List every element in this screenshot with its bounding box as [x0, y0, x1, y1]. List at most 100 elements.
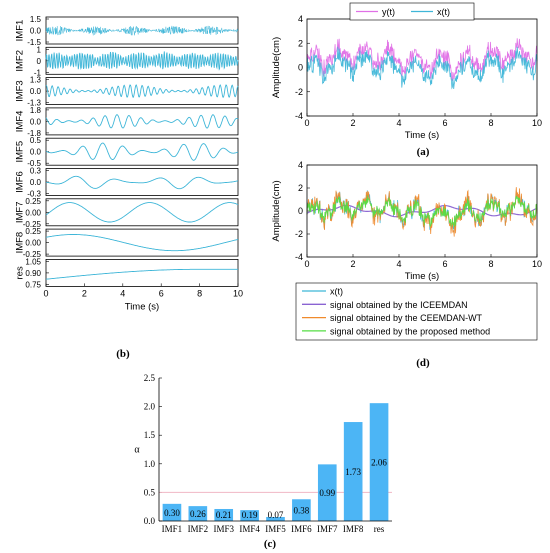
imf-y-tick-label: 0.0 — [30, 27, 42, 36]
imf-signal-line — [45, 51, 239, 71]
alpha-bar — [343, 422, 363, 521]
panel-c-label: (c) — [264, 538, 277, 550]
alpha-value-label: 0.26 — [190, 509, 206, 519]
imf-y-tick-label: 0.3 — [30, 167, 42, 176]
imf-y-tick-label: 0 — [37, 57, 42, 66]
alpha-bar — [292, 499, 311, 521]
x-tick-label: 4 — [396, 118, 401, 128]
imf-name-label: IMF8 — [15, 232, 26, 254]
imf-signal-line — [46, 268, 238, 280]
x-tick-label: 10 — [532, 259, 542, 269]
bar-y-tick-label: 2.5 — [144, 373, 156, 383]
x-tick-label: 0 — [304, 118, 309, 128]
imf-x-tick-label: 6 — [159, 288, 164, 298]
series-line — [306, 195, 538, 228]
x-tick-label: 6 — [442, 118, 447, 128]
alpha-bar — [369, 403, 389, 521]
imf-signal-line — [45, 202, 239, 223]
y-tick-label: -4 — [295, 111, 303, 121]
imf-x-axis-label: Time (s) — [125, 301, 159, 312]
y-tick-label: -4 — [295, 252, 303, 262]
y-axis-label: Amplitude(cm) — [271, 37, 282, 98]
imf-name-label: IMF3 — [15, 80, 26, 102]
alpha-value-label: 0.99 — [319, 488, 335, 498]
alpha-bar — [240, 510, 259, 521]
imf-y-tick-label: 0.0 — [30, 87, 42, 96]
alpha-value-label: 2.06 — [371, 458, 387, 468]
bar-category-label: res — [374, 524, 385, 534]
imf-y-tick-label: 0.00 — [25, 239, 41, 248]
bar-category-label: IMF1 — [162, 524, 183, 534]
bar-category-label: IMF5 — [265, 524, 286, 534]
imf-y-tick-label: 0.25 — [25, 197, 41, 206]
panel-b-label: (b) — [116, 348, 130, 360]
imf-y-tick-label: -0.5 — [27, 159, 41, 168]
imf-y-tick-label: 0.25 — [25, 227, 41, 236]
imf-name-label: IMF2 — [15, 50, 26, 72]
x-tick-label: 8 — [488, 259, 493, 269]
y-tick-label: -2 — [295, 87, 303, 97]
bar-category-label: IMF2 — [188, 524, 209, 534]
x-tick-label: 2 — [350, 118, 355, 128]
x-axis-label: Time (s) — [405, 271, 439, 282]
y-tick-label: 4 — [298, 14, 303, 24]
y-tick-label: 2 — [298, 183, 303, 193]
imf-signal-line — [45, 234, 239, 252]
imf-signal-line — [46, 175, 239, 190]
imf-x-tick-label: 4 — [120, 288, 125, 298]
y-tick-label: 0 — [298, 206, 303, 216]
bar-y-tick-label: 0.5 — [144, 487, 156, 497]
panel-a-label: (a) — [417, 146, 430, 158]
imf-y-tick-label: -0.25 — [23, 250, 42, 259]
panel-c-alpha-bar-chart: 0.0 0.5 1.0 1.5 2.0 2.5 α 0.30 IMF1 0.26 IMF2 0.21 I… — [134, 373, 392, 534]
imf-y-tick-label: 1.05 — [25, 257, 41, 266]
imf-frame — [45, 168, 239, 196]
imf-y-tick-label: -0.25 — [23, 220, 42, 229]
x-tick-label: 8 — [488, 118, 493, 128]
imf-y-tick-label: 1 — [37, 45, 42, 54]
series-line — [306, 46, 538, 90]
y-tick-label: 4 — [298, 160, 303, 170]
alpha-value-label: 0.07 — [268, 510, 284, 520]
x-tick-label: 0 — [304, 259, 309, 269]
imf-name-label: IMF7 — [15, 201, 26, 223]
imf-frame — [45, 107, 239, 136]
x-tick-label: 4 — [396, 259, 401, 269]
alpha-value-label: 0.30 — [164, 508, 180, 518]
imf-y-tick-label: -1.5 — [27, 38, 41, 47]
bar-y-tick-label: 2.0 — [144, 402, 156, 412]
imf-name-label: IMF6 — [15, 171, 26, 193]
imf-y-tick-label: 0.0 — [30, 148, 42, 157]
y-tick-label: 2 — [298, 38, 303, 48]
imf-x-tick-label: 2 — [82, 288, 87, 298]
imf-name-label: IMF4 — [15, 111, 26, 133]
panel-d-label: (d) — [416, 357, 430, 369]
imf-y-tick-label: 0.0 — [30, 117, 42, 126]
legend-entry-label: y(t) — [382, 7, 395, 17]
plot-frame — [306, 164, 538, 258]
bar-category-label: IMF3 — [213, 524, 234, 534]
imf-x-tick-label: 0 — [43, 288, 48, 298]
x-tick-label: 2 — [350, 259, 355, 269]
x-tick-label: 6 — [442, 259, 447, 269]
imf-y-tick-label: -1 — [34, 68, 42, 77]
legend-entry-label: x(t) — [437, 7, 450, 17]
alpha-value-label: 0.21 — [216, 510, 232, 520]
y-tick-label: 0 — [298, 63, 303, 73]
imf-y-tick-label: -1.8 — [27, 129, 41, 138]
bar-category-label: IMF7 — [317, 524, 338, 534]
bar-category-label: IMF4 — [239, 524, 260, 534]
bar-category-label: IMF6 — [291, 524, 312, 534]
alpha-bar — [266, 516, 285, 521]
imf-signal-line — [45, 142, 239, 161]
imf-name-label: res — [15, 266, 26, 279]
alpha-bar — [317, 464, 337, 521]
imf-signal-line — [45, 25, 239, 36]
series-line — [306, 204, 538, 218]
y-axis-label: Amplitude(cm) — [271, 180, 282, 241]
legend-entry-label: signal obtained by the ICEEMDAN — [330, 300, 468, 310]
imf-x-tick-label: 10 — [233, 288, 243, 298]
bar-y-tick-label: 1.0 — [144, 459, 156, 469]
